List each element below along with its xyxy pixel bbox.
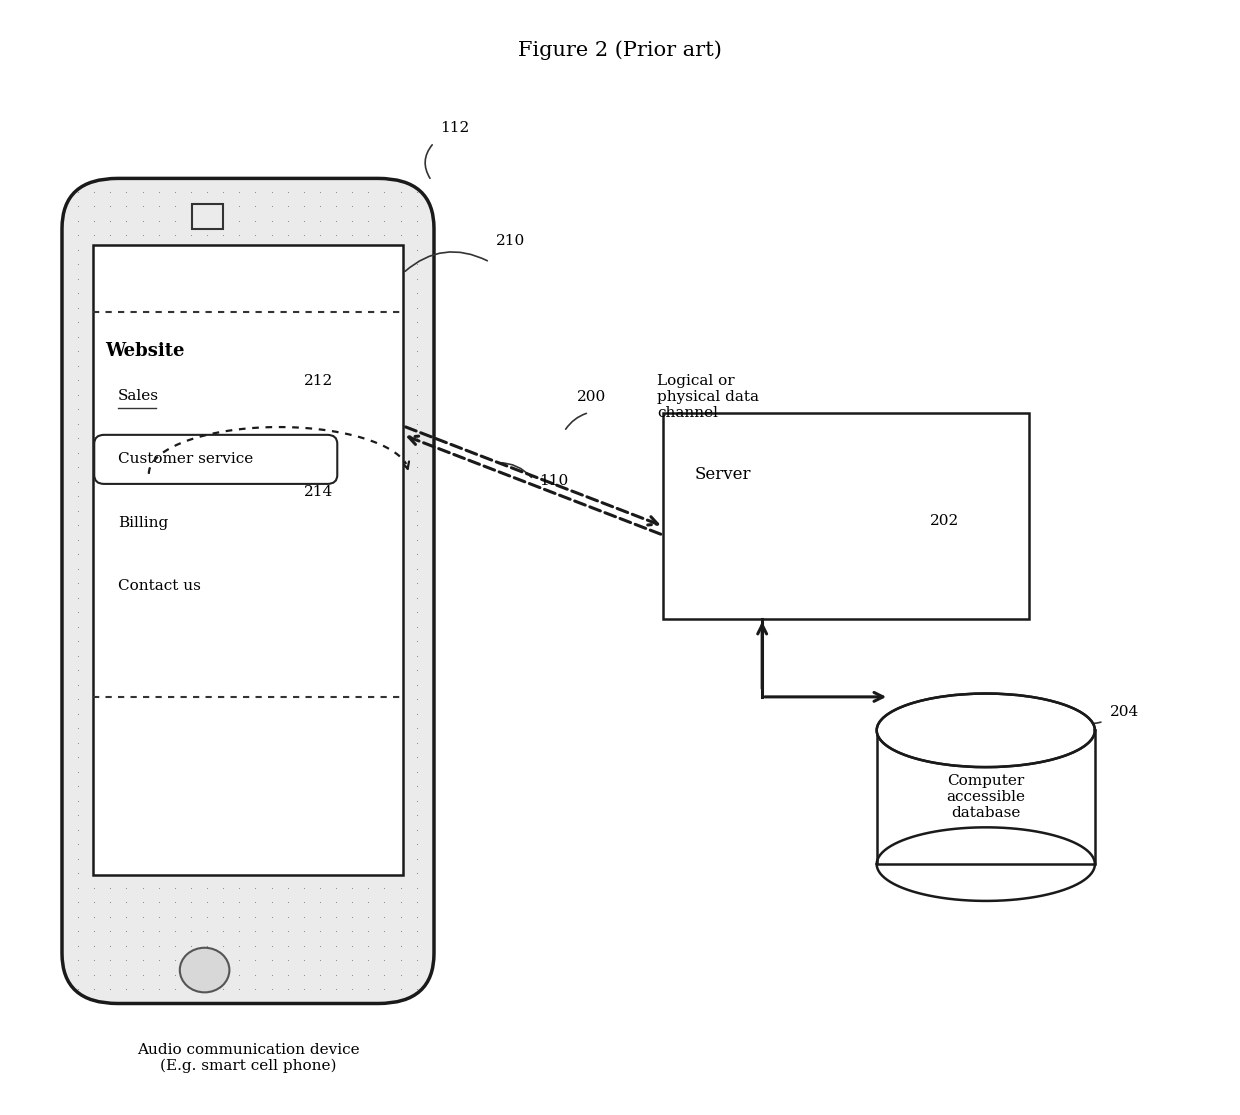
Ellipse shape	[877, 694, 1095, 767]
Text: 212: 212	[304, 374, 334, 388]
Text: Audio communication device
(E.g. smart cell phone): Audio communication device (E.g. smart c…	[136, 1043, 360, 1074]
FancyBboxPatch shape	[93, 245, 403, 875]
Polygon shape	[877, 730, 1095, 864]
Text: Computer
accessible
database: Computer accessible database	[946, 774, 1025, 821]
Text: 214: 214	[304, 485, 334, 500]
FancyBboxPatch shape	[663, 413, 1029, 619]
Text: 110: 110	[539, 474, 569, 488]
Text: Website: Website	[105, 342, 185, 360]
Text: Customer service: Customer service	[118, 453, 253, 466]
Text: Figure 2 (Prior art): Figure 2 (Prior art)	[518, 40, 722, 60]
Text: 204: 204	[1110, 705, 1140, 719]
Text: 200: 200	[577, 390, 606, 405]
FancyBboxPatch shape	[62, 178, 434, 1004]
Text: Logical or
physical data
channel: Logical or physical data channel	[657, 374, 759, 420]
Text: Billing: Billing	[118, 516, 169, 530]
Text: 202: 202	[930, 514, 960, 527]
Text: 210: 210	[496, 234, 526, 249]
Circle shape	[180, 948, 229, 992]
FancyBboxPatch shape	[192, 204, 223, 229]
Text: 112: 112	[440, 120, 470, 135]
Text: Server: Server	[694, 466, 751, 483]
FancyBboxPatch shape	[94, 435, 337, 484]
Text: Sales: Sales	[118, 389, 159, 403]
Text: Contact us: Contact us	[118, 580, 201, 593]
